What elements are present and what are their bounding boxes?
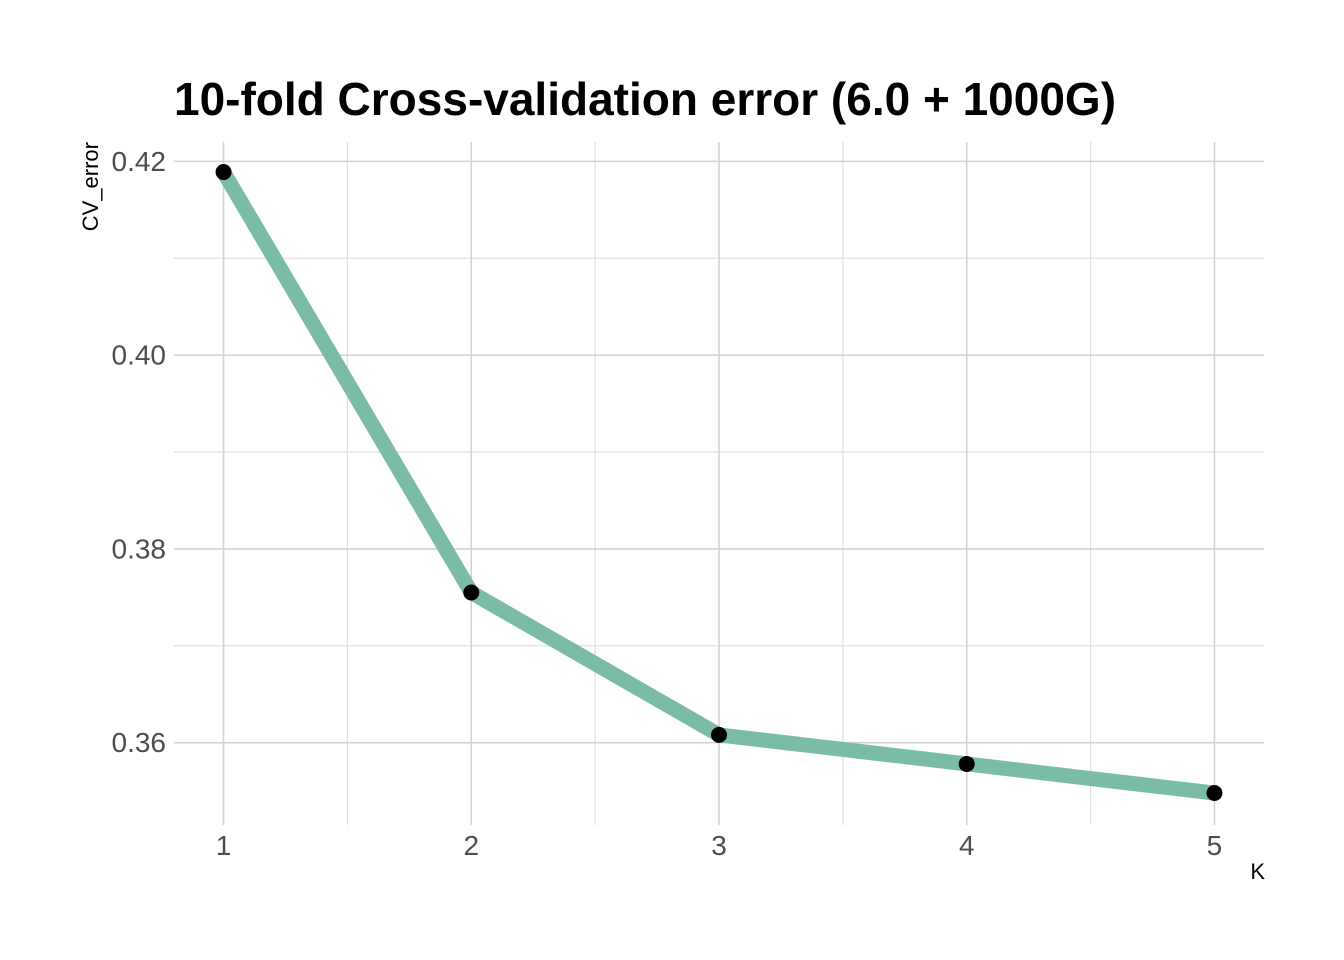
- y-axis-title: CV_error: [78, 142, 103, 231]
- chart-title: 10-fold Cross-validation error (6.0 + 10…: [174, 73, 1116, 125]
- x-tick-label: 2: [463, 830, 479, 861]
- data-points-layer: [215, 164, 1223, 802]
- y-tick-label: 0.42: [112, 146, 167, 177]
- x-axis-tick-labels: 1 2 3 4 5: [216, 830, 1222, 861]
- data-point: [1206, 785, 1223, 802]
- y-tick-label: 0.38: [112, 533, 167, 564]
- x-axis-title: K: [1250, 859, 1265, 884]
- x-tick-label: 5: [1207, 830, 1223, 861]
- x-tick-label: 1: [216, 830, 232, 861]
- data-point: [958, 755, 975, 772]
- x-tick-label: 4: [959, 830, 975, 861]
- y-tick-label: 0.40: [112, 340, 167, 371]
- grid: [174, 142, 1264, 825]
- data-point: [215, 164, 232, 181]
- y-axis-tick-labels: 0.36 0.38 0.40 0.42: [112, 146, 167, 758]
- x-tick-label: 3: [711, 830, 727, 861]
- data-point: [463, 584, 480, 601]
- data-point: [711, 726, 727, 743]
- y-tick-label: 0.36: [112, 727, 167, 758]
